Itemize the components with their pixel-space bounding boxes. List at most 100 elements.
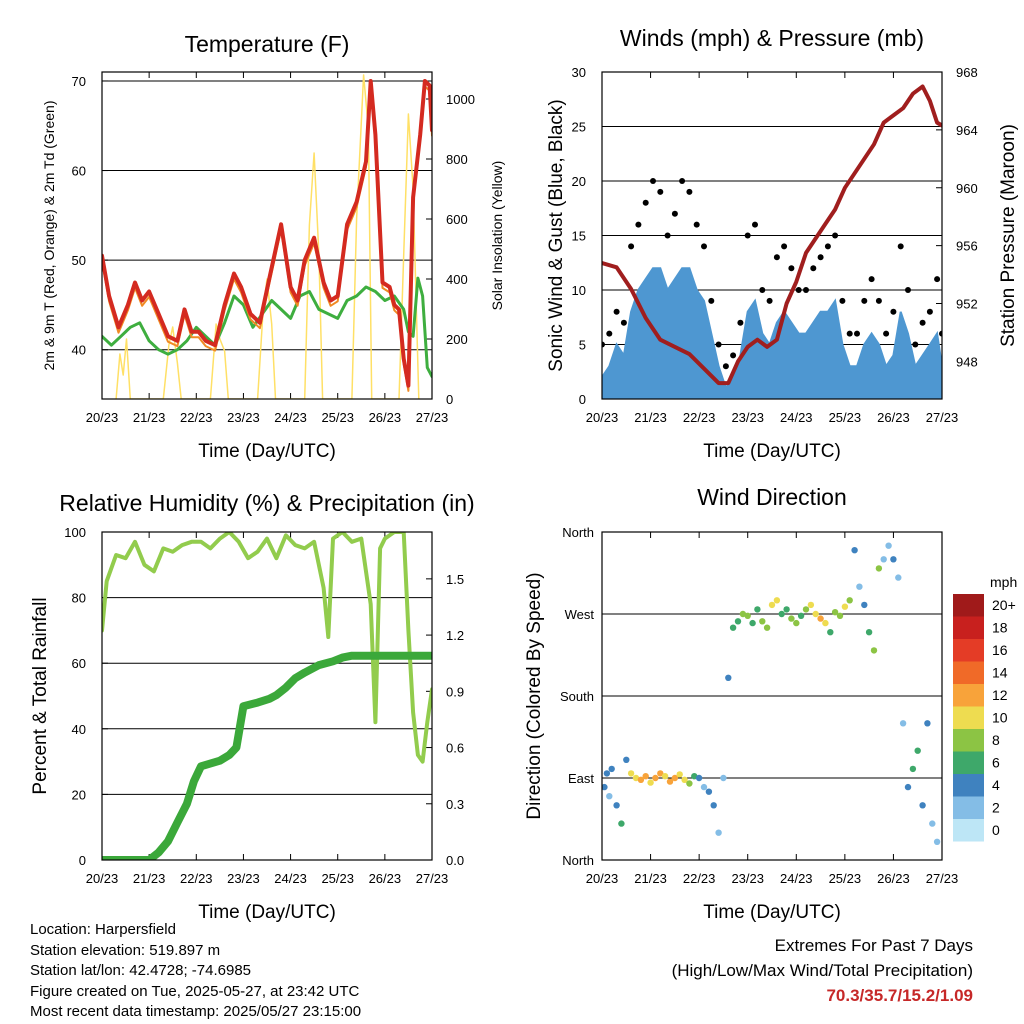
plot-frame	[601, 71, 943, 400]
direction-point	[904, 783, 912, 791]
direction-point	[890, 556, 897, 563]
x-tick-label: 20/23	[86, 410, 119, 425]
x-tick-label: 23/23	[227, 871, 260, 886]
gust-point	[671, 210, 678, 217]
x-tick-label: 21/23	[133, 871, 166, 886]
gust-point	[781, 243, 788, 250]
gust-point	[875, 297, 882, 304]
gust-point	[861, 297, 868, 304]
y-tick-label: 30	[572, 65, 586, 80]
x-tick-label: 23/23	[227, 410, 260, 425]
dewpoint-line	[102, 276, 432, 379]
gust-point	[679, 178, 686, 184]
x-tick-label: 26/23	[877, 410, 910, 425]
gust-point	[890, 308, 897, 315]
legend-label: 6	[992, 755, 1000, 771]
direction-point	[827, 629, 834, 636]
gust-point	[795, 287, 802, 293]
direction-point	[710, 802, 717, 809]
legend-title: mph	[990, 574, 1017, 590]
gust-point	[788, 265, 795, 272]
legend-swatch	[953, 616, 984, 639]
direction-point	[627, 770, 635, 777]
gust-point	[912, 341, 919, 348]
x-tick-label: 25/23	[321, 410, 354, 425]
x-tick-label: 20/23	[586, 871, 619, 886]
direction-point	[715, 829, 722, 836]
direction-point	[606, 793, 613, 800]
direction-point	[875, 565, 883, 572]
gust-point	[602, 341, 605, 348]
x-tick-label: 21/23	[634, 410, 667, 425]
recent-text: Most recent data timestamp: 2025/05/27 2…	[30, 1003, 362, 1020]
direction-point	[759, 618, 766, 625]
direction-point	[870, 647, 878, 654]
y2-axis-label: Station Pressure (Maroon)	[998, 124, 1019, 347]
direction-point	[602, 783, 608, 791]
direction-point	[895, 574, 902, 581]
gust-point	[693, 221, 700, 228]
y-tick-label: 25	[572, 120, 586, 135]
gust-point	[686, 188, 693, 195]
direction-point	[797, 612, 805, 619]
y2-tick-label: 600	[446, 212, 468, 227]
legend-swatch	[953, 639, 984, 662]
direction-point	[914, 747, 921, 754]
gust-point	[926, 308, 933, 315]
direction-point	[841, 603, 849, 610]
chart-title: Winds (mph) & Pressure (mb)	[620, 25, 924, 51]
x-tick-label: 23/23	[731, 410, 764, 425]
direction-point	[793, 619, 800, 627]
solar-line	[115, 74, 420, 399]
y-tick-label: 20	[572, 174, 586, 189]
x-tick-label: 26/23	[877, 871, 910, 886]
y2-tick-label: 956	[956, 239, 978, 254]
x-tick-label: 23/23	[731, 871, 764, 886]
direction-point	[700, 783, 708, 791]
direction-point	[637, 776, 645, 783]
x-axis-label: Time (Day/UTC)	[198, 441, 336, 462]
gust-point	[854, 330, 860, 337]
direction-point	[865, 629, 873, 636]
direction-point	[831, 609, 839, 616]
direction-point	[880, 556, 887, 563]
direction-point	[666, 778, 674, 785]
x-tick-label: 24/23	[780, 410, 813, 425]
direction-point	[817, 615, 824, 622]
y2-tick-label: 1.2	[446, 628, 464, 643]
legend-label: 14	[992, 665, 1008, 681]
gust-point	[737, 319, 744, 326]
y2-tick-label: 400	[446, 272, 468, 287]
direction-point	[618, 820, 625, 827]
chart-title: Wind Direction	[697, 484, 847, 510]
legend-label: 10	[992, 710, 1008, 726]
x-tick-label: 24/23	[274, 410, 307, 425]
direction-point	[642, 773, 649, 780]
rh-plot-area	[102, 532, 432, 860]
y2-tick-label: 1.5	[446, 572, 464, 587]
y-tick-label: 15	[572, 229, 586, 244]
extremes-values: 70.3/35.7/15.2/1.09	[826, 986, 973, 1005]
gust-point	[919, 319, 926, 326]
y-tick-label: 40	[72, 343, 86, 358]
x-tick-label: 27/23	[416, 410, 449, 425]
y-tick-label: 40	[72, 722, 86, 737]
panel-2: Winds (mph) & Pressure (mb) Time (Day/UTC…	[546, 25, 1019, 462]
x-tick-label: 22/23	[683, 871, 716, 886]
gust-point	[657, 188, 664, 195]
precip-line	[102, 651, 432, 860]
legend-label: 2	[992, 800, 1000, 816]
direction-point	[613, 802, 620, 809]
direction-point	[851, 547, 858, 554]
legend-label: 8	[992, 732, 1000, 748]
location-text: Location: Harpersfield	[30, 921, 176, 938]
x-tick-label: 22/23	[683, 410, 716, 425]
direction-point	[778, 610, 785, 618]
legend-label: 0	[992, 822, 1000, 838]
gust-point	[752, 221, 758, 228]
gust-point	[613, 308, 620, 315]
chart-title: Relative Humidity (%) & Precipitation (i…	[59, 490, 474, 516]
gust-point	[773, 254, 780, 261]
legend-label: 4	[992, 777, 1000, 793]
direction-point	[720, 774, 727, 782]
